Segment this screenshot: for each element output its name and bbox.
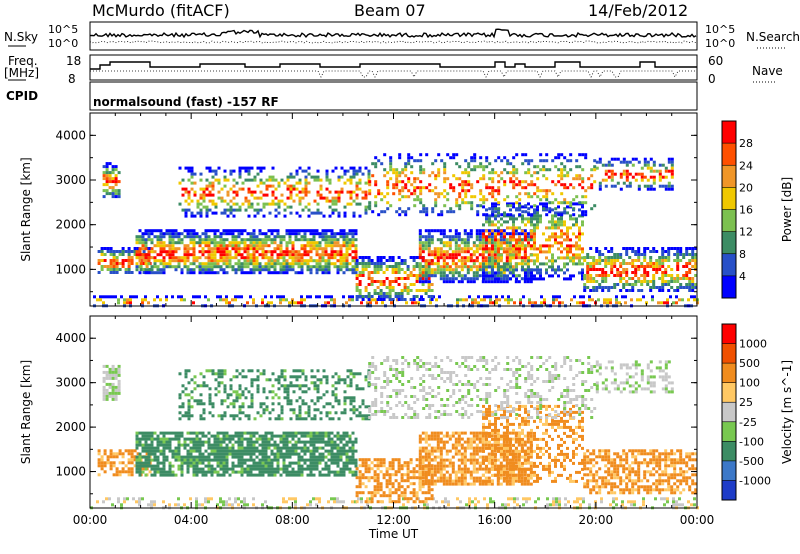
velocity-xtick-label-4: 16:00: [477, 513, 512, 527]
velocity-colorbar-seg-2: [722, 441, 736, 461]
velocity-colorbar-tick-6: -500: [739, 455, 764, 468]
nsearch-label: N.Search: [746, 30, 800, 44]
power-colorbar-seg-6: [722, 143, 736, 166]
power-ytick-label-1: 2000: [55, 218, 86, 232]
velocity-colorbar-seg-6: [722, 363, 736, 383]
nsky-tick-low: 10^0: [48, 37, 79, 50]
date-label: 14/Feb/2012: [588, 1, 689, 20]
power-colorbar-seg-0: [722, 275, 736, 298]
freq-unit: [MHz]: [4, 66, 40, 80]
freq-trace: [90, 61, 697, 70]
mode-label: normalsound (fast) -157 RF: [93, 95, 279, 109]
velocity-ytick-label-1: 2000: [55, 420, 86, 434]
strip-frame-2: [89, 81, 698, 111]
velocity-ytick-label-0: 1000: [55, 465, 86, 479]
power-colorbar-label: Power [dB]: [780, 177, 794, 242]
velocity-colorbar-seg-5: [722, 382, 736, 403]
velocity-colorbar-frame: [721, 323, 737, 501]
power-colorbar-tick-2: 20: [739, 181, 753, 194]
power-colorbar-tick-0: 28: [739, 137, 753, 150]
cpid-label: CPID: [6, 89, 39, 103]
power-heatmap: [93, 153, 699, 308]
power-colorbar-tick-1: 24: [739, 159, 753, 172]
velocity-colorbar-seg-3: [722, 421, 736, 442]
nave-tick-low: 0: [708, 72, 716, 86]
freq-tick-low: 8: [68, 72, 76, 86]
nsky-trace: [89, 28, 697, 39]
power-colorbar-tick-5: 8: [739, 248, 746, 261]
beam-label: Beam 07: [354, 1, 426, 20]
nave-tick-high: 60: [708, 54, 724, 68]
power-colorbar-seg-2: [722, 231, 736, 254]
velocity-xtick-label-1: 04:00: [174, 513, 209, 527]
power-ytick-label-2: 3000: [55, 173, 86, 187]
nsearch-trace: [89, 40, 697, 44]
velocity-colorbar-tick-0: 1000: [739, 338, 767, 351]
velocity-ylabel: Slant Range [km]: [19, 360, 33, 464]
velocity-ytick-label-2: 3000: [55, 376, 86, 390]
power-colorbar-tick-6: 4: [739, 270, 746, 283]
velocity-colorbar-tick-3: 25: [739, 396, 753, 409]
freq-label: Freq.: [8, 54, 38, 68]
velocity-colorbar-seg-8: [722, 324, 736, 344]
velocity-colorbar-seg-7: [722, 343, 736, 364]
nsky-tick-high: 10^5: [48, 23, 79, 36]
velocity-colorbar-tick-7: -1000: [739, 474, 771, 487]
velocity-xtick-label-5: 20:00: [579, 513, 614, 527]
velocity-ytick-label-3: 4000: [55, 331, 86, 345]
power-colorbar-seg-7: [722, 121, 736, 144]
power-colorbar-seg-5: [722, 165, 736, 188]
station-title: McMurdo (fitACF): [92, 1, 230, 20]
nsearch-tick-high: 10^5: [705, 23, 736, 36]
power-colorbar-seg-1: [722, 253, 736, 276]
power-colorbar-tick-4: 12: [739, 226, 753, 239]
velocity-xtick-label-6: 00:00: [680, 513, 715, 527]
velocity-colorbar-tick-5: -100: [739, 435, 764, 448]
power-colorbar-tick-3: 16: [739, 204, 753, 217]
velocity-colorbar-label: Velocity [m s^-1]: [780, 360, 794, 464]
nave-trace: [90, 70, 696, 78]
nave-label: Nave: [752, 64, 783, 78]
nsearch-tick-low: 10^0: [705, 37, 736, 50]
power-ytick-label-3: 4000: [55, 128, 86, 142]
velocity-colorbar-tick-2: 100: [739, 377, 760, 390]
power-colorbar-seg-4: [722, 187, 736, 210]
power-colorbar-seg-3: [722, 209, 736, 232]
strip-frame-0: [89, 21, 698, 51]
velocity-colorbar-tick-4: -25: [739, 416, 757, 429]
velocity-colorbar-tick-1: 500: [739, 357, 760, 370]
power-ytick-label-0: 1000: [55, 262, 86, 276]
nsky-label: N.Sky: [4, 30, 39, 44]
velocity-xlabel: Time UT: [368, 527, 419, 541]
velocity-colorbar-seg-0: [722, 480, 736, 500]
velocity-colorbar-seg-1: [722, 460, 736, 481]
velocity-xtick-label-0: 00:00: [73, 513, 108, 527]
velocity-xtick-label-2: 08:00: [275, 513, 310, 527]
velocity-heatmap: [90, 356, 699, 510]
velocity-xtick-label-3: 12:00: [376, 513, 411, 527]
velocity-colorbar-seg-4: [722, 402, 736, 422]
power-ylabel: Slant Range [km]: [19, 157, 33, 261]
freq-tick-high: 18: [66, 54, 82, 68]
